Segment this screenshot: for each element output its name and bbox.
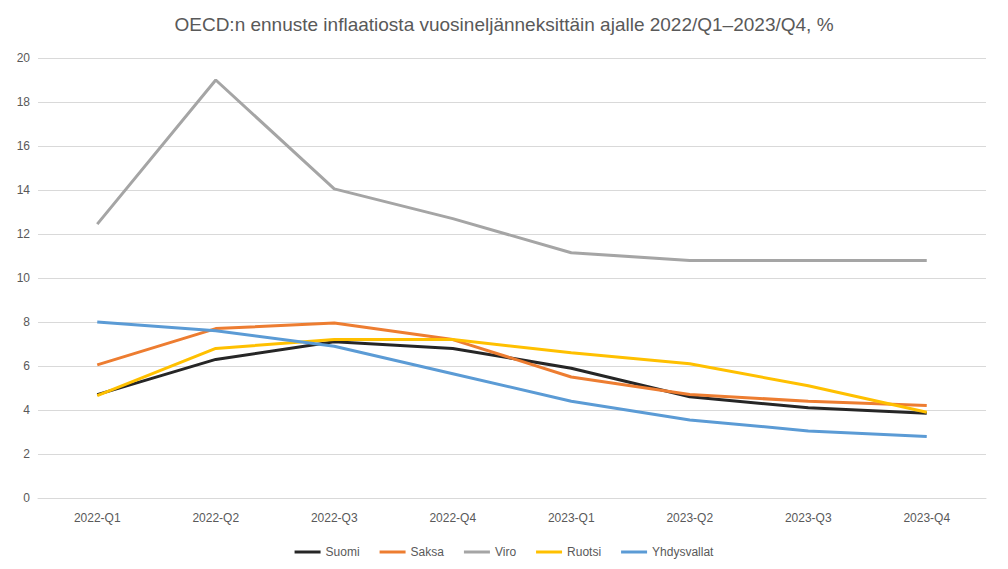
svg-text:8: 8 <box>23 315 30 329</box>
svg-text:6: 6 <box>23 359 30 373</box>
svg-text:2022-Q1: 2022-Q1 <box>74 511 121 525</box>
svg-text:Yhdysvallat: Yhdysvallat <box>652 545 714 559</box>
svg-text:16: 16 <box>17 139 31 153</box>
svg-text:0: 0 <box>23 491 30 505</box>
svg-text:Viro: Viro <box>495 545 516 559</box>
svg-text:2: 2 <box>23 447 30 461</box>
svg-text:2023-Q3: 2023-Q3 <box>785 511 832 525</box>
svg-text:Suomi: Suomi <box>326 545 360 559</box>
svg-text:2022-Q4: 2022-Q4 <box>429 511 476 525</box>
svg-text:OECD:n ennuste inflaatiosta vu: OECD:n ennuste inflaatiosta vuosineljänn… <box>174 14 833 35</box>
svg-text:2023-Q4: 2023-Q4 <box>903 511 950 525</box>
svg-text:2023-Q1: 2023-Q1 <box>548 511 595 525</box>
svg-text:2023-Q2: 2023-Q2 <box>666 511 713 525</box>
svg-text:12: 12 <box>17 227 31 241</box>
svg-text:Ruotsi: Ruotsi <box>567 545 601 559</box>
svg-text:18: 18 <box>17 95 31 109</box>
svg-text:2022-Q3: 2022-Q3 <box>311 511 358 525</box>
svg-text:14: 14 <box>17 183 31 197</box>
svg-text:4: 4 <box>23 403 30 417</box>
svg-text:10: 10 <box>17 271 31 285</box>
svg-text:Saksa: Saksa <box>411 545 445 559</box>
svg-text:20: 20 <box>17 51 31 65</box>
svg-text:2022-Q2: 2022-Q2 <box>192 511 239 525</box>
